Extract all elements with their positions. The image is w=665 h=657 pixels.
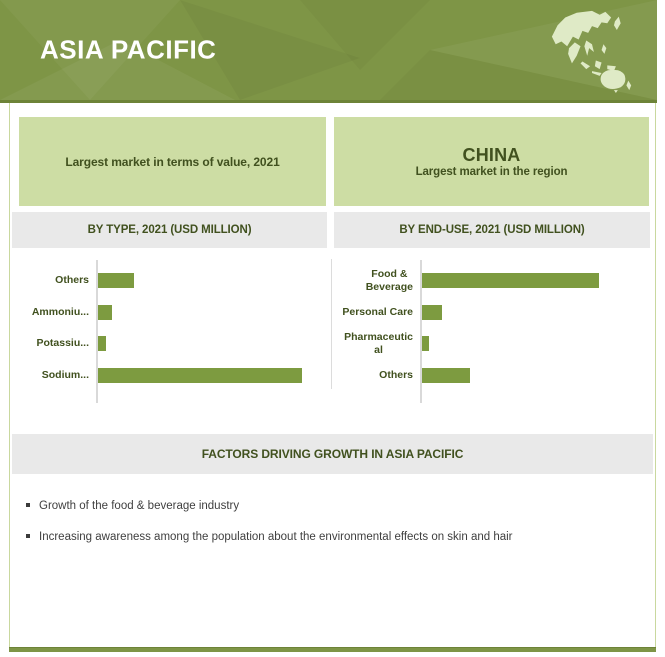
chart-header-by-type: BY TYPE, 2021 (USD MILLION)	[12, 212, 327, 248]
category-label: Others	[379, 368, 413, 381]
asia-pacific-map-icon	[551, 10, 632, 94]
chart-rows: Food & Beverage Personal Care Pharmaceutic…	[334, 265, 650, 391]
category-label: Food & Beverage	[365, 268, 413, 293]
category-label: Personal Care	[342, 305, 413, 318]
region-banner: ASIA PACIFIC	[0, 0, 657, 103]
bar	[98, 367, 302, 383]
chart-axis-line	[420, 260, 422, 403]
factors-title: FACTORS DRIVING GROWTH IN ASIA PACIFIC	[201, 447, 464, 461]
bar	[422, 304, 442, 320]
chart-title: BY TYPE, 2021 (USD MILLION)	[87, 224, 252, 236]
bar	[422, 273, 599, 289]
chart-row: Personal Care	[334, 297, 650, 329]
chart-header-by-end-use: BY END-USE, 2021 (USD MILLION)	[334, 212, 650, 248]
page-border-right	[655, 103, 656, 652]
bar	[98, 304, 112, 320]
factor-text: Increasing awareness among the populatio…	[39, 531, 513, 544]
page-border-left	[9, 103, 10, 652]
bullet-square-icon	[26, 503, 30, 507]
chart-divider-line	[331, 259, 332, 389]
chart-rows: Others Ammoniu... Potassiu... Sodium...	[12, 265, 327, 391]
bar	[98, 273, 134, 289]
bar	[422, 336, 429, 352]
factors-list: Growth of the food & beverage industry I…	[26, 499, 641, 562]
chart-axis-line	[96, 260, 98, 403]
chart-title: BY END-USE, 2021 (USD MILLION)	[399, 224, 585, 236]
chart-row: Pharmaceutic al	[334, 328, 650, 360]
banner-polygon-pattern	[0, 0, 657, 100]
bar-chart-by-type: Others Ammoniu... Potassiu... Sodium...	[12, 252, 327, 417]
chart-row: Food & Beverage	[334, 265, 650, 297]
chart-row: Potassiu...	[12, 328, 327, 360]
bar	[98, 336, 106, 352]
bar-chart-by-end-use: Food & Beverage Personal Care Pharmaceutic…	[334, 252, 650, 417]
factor-text: Growth of the food & beverage industry	[39, 500, 240, 512]
highlight-text: Largest market in terms of value, 2021	[65, 154, 280, 169]
factors-header: FACTORS DRIVING GROWTH IN ASIA PACIFIC	[12, 434, 653, 474]
category-label: Ammoniu...	[31, 305, 89, 318]
list-item: Increasing awareness among the populatio…	[26, 530, 641, 544]
chart-row: Ammoniu...	[12, 297, 327, 329]
bullet-square-icon	[26, 534, 30, 539]
country-subtitle: Largest market in the region	[415, 166, 568, 179]
chart-row: Others	[334, 360, 650, 392]
category-label: Potassiu...	[36, 337, 89, 350]
country-name: CHINA	[462, 144, 521, 165]
chart-row: Others	[12, 265, 327, 297]
chart-row: Sodium...	[12, 360, 327, 392]
highlight-box-value: Largest market in terms of value, 2021	[19, 117, 326, 206]
category-label: Sodium...	[41, 368, 89, 381]
highlight-box-china: CHINA Largest market in the region	[334, 117, 649, 206]
page-title: ASIA PACIFIC	[40, 34, 217, 65]
bar	[422, 367, 470, 383]
category-label: Others	[55, 274, 89, 287]
page-footer-bar	[9, 647, 656, 652]
category-label: Pharmaceutic al	[344, 331, 413, 356]
list-item: Growth of the food & beverage industry	[26, 499, 641, 513]
